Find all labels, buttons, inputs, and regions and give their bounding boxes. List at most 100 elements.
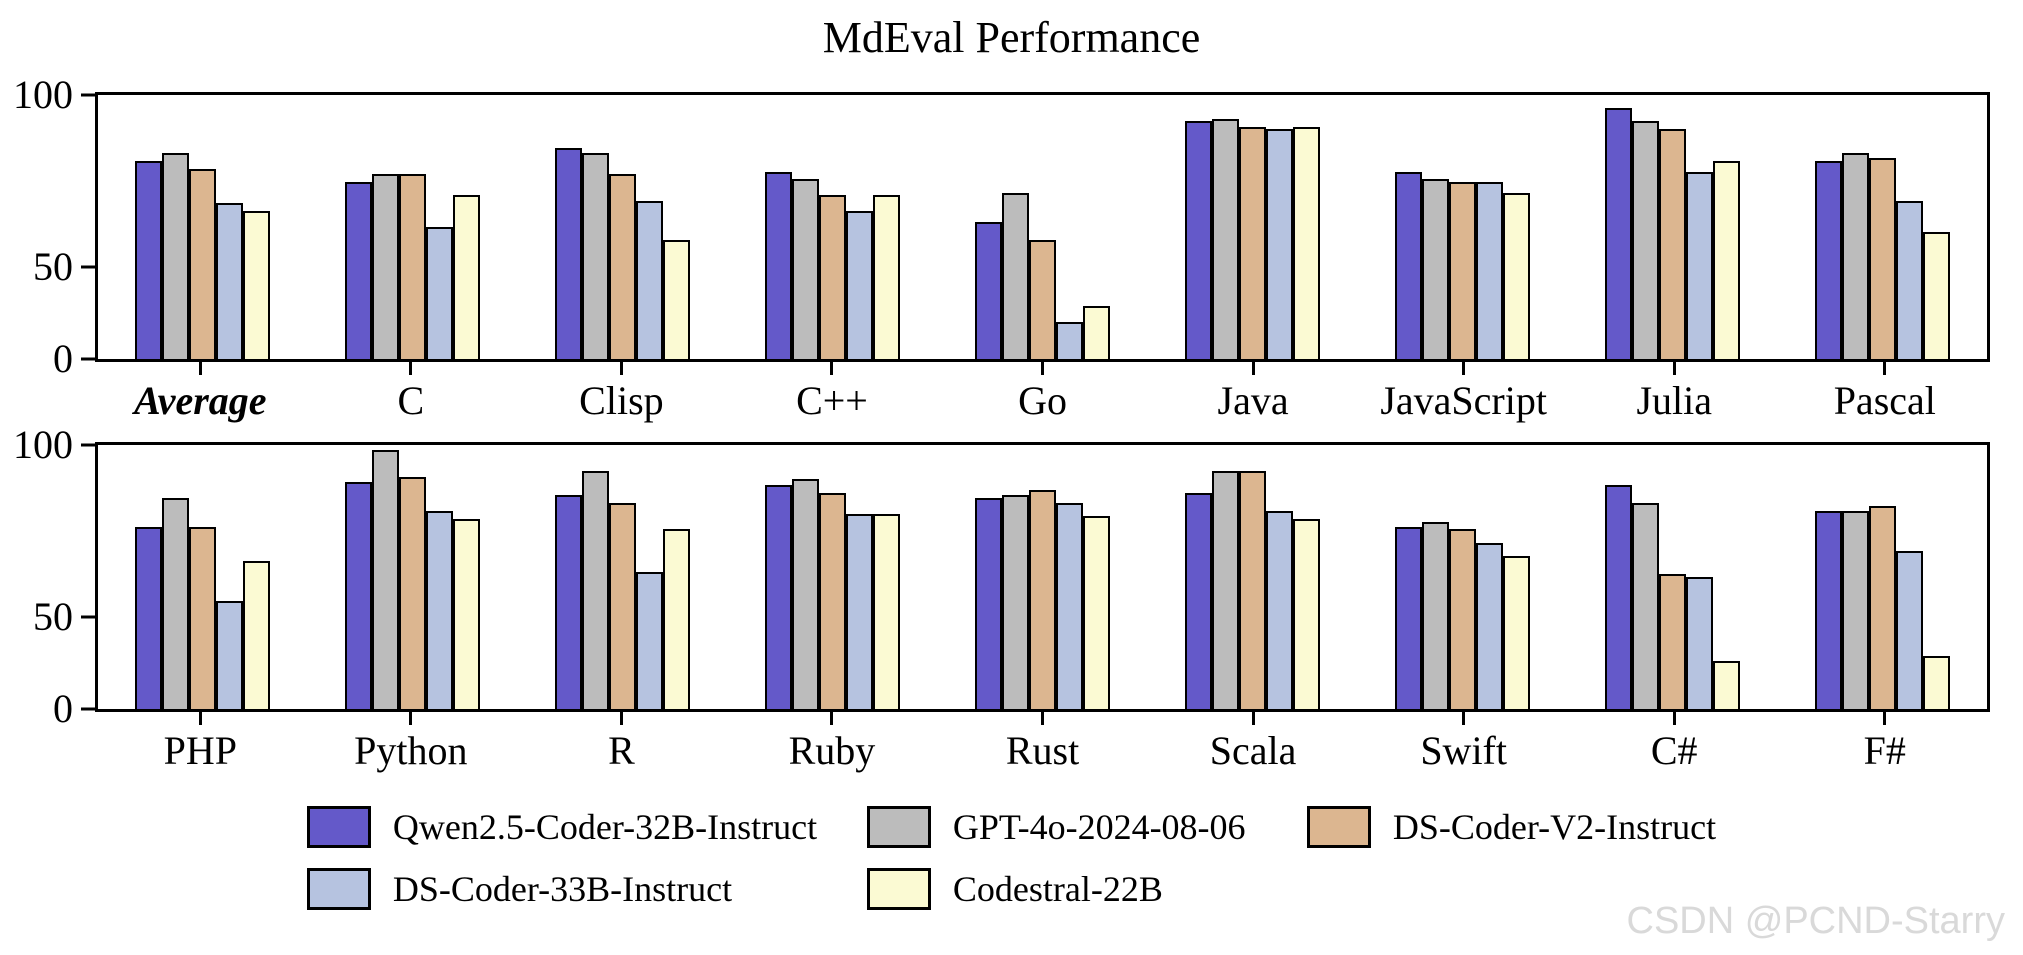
legend-label-codestral-22b: Codestral-22B [952,869,1163,909]
legend-label-qwen2-5-coder-32b-instruct: Qwen2.5-Coder-32B-Instruct [392,807,818,847]
bar-javascript-gpt-4o-2024-08-06 [1421,179,1449,359]
bar-pascal-qwen2-5-coder-32b-instruct [1814,161,1842,359]
bar-c-gpt-4o-2024-08-06 [1631,503,1659,709]
subplot-bottom: 100 50 0 PHP Python R Ruby Rust Scala Swift C# F# [0,425,1990,792]
x-tick-mark [1672,362,1676,375]
x-tick-mark [1251,362,1255,375]
y-tick-label-100: 100 [13,72,73,117]
bar-julia-ds-coder-33b-instruct [1685,171,1713,359]
y-tick-label-100: 100 [13,422,73,467]
x-tick-clisp: Clisp [516,362,727,442]
bar-java-codestral-22b [1292,126,1320,359]
bar-rust-gpt-4o-2024-08-06 [1002,495,1029,709]
bar-rust-ds-coder-v2-instruct [1029,489,1056,709]
x-tick-mark [198,362,202,375]
watermark: CSDN @PCND-Starry [1626,900,2005,942]
y-tick-mark [81,357,95,361]
bar-scala-ds-coder-33b-instruct [1265,511,1293,709]
bar-go-gpt-4o-2024-08-06 [1002,192,1029,359]
bar-ruby-ds-coder-v2-instruct [819,492,847,709]
y-tick-mark [81,707,95,711]
legend-item-ds-coder-v2-instruct: DS-Coder-V2-Instruct [1306,806,1717,848]
x-tick-python: Python [306,712,517,792]
bar-c-qwen2-5-coder-32b-instruct [345,182,373,359]
bar-f-codestral-22b [1922,656,1950,709]
x-tick-label-javascript: JavaScript [1380,378,1547,423]
bar-pascal-codestral-22b [1922,232,1950,359]
x-tick-label-f: F# [1863,728,1906,773]
bar-average-ds-coder-v2-instruct [189,168,217,359]
bar-c-ds-coder-v2-instruct [399,174,427,359]
y-tick-label-50: 50 [33,594,73,639]
bar-c-ds-coder-v2-instruct [819,195,847,359]
x-tick-r: R [516,712,727,792]
bar-swift-ds-coder-v2-instruct [1448,529,1476,709]
bar-clisp-codestral-22b [663,240,691,359]
x-tick-label-average: Average [134,378,267,423]
bar-php-ds-coder-33b-instruct [216,600,244,709]
bar-javascript-codestral-22b [1502,192,1530,359]
bar-python-ds-coder-33b-instruct [426,511,454,709]
legend-label-ds-coder-v2-instruct: DS-Coder-V2-Instruct [1392,807,1717,847]
x-tick-label-java: Java [1217,378,1289,423]
x-tick-label-c: C [397,378,425,423]
bar-group-go [938,95,1148,359]
x-tick-mark [409,712,413,725]
x-axis-top: Average C Clisp C++ Go Java JavaScript Julia Pas… [95,362,1990,442]
bar-r-ds-coder-v2-instruct [609,503,637,709]
bar-groups-bottom [98,445,1987,709]
y-tick-label-50: 50 [33,244,73,289]
x-tick-mark [1462,712,1466,725]
bar-php-gpt-4o-2024-08-06 [162,497,190,709]
x-tick-label-scala: Scala [1209,728,1297,773]
x-tick-label-go: Go [1018,378,1067,423]
bar-group-c [1567,445,1777,709]
bar-group-rust [938,445,1148,709]
bar-scala-gpt-4o-2024-08-06 [1211,471,1239,709]
x-tick-mark [409,362,413,375]
x-tick-scala: Scala [1148,712,1359,792]
bar-php-codestral-22b [243,561,271,709]
x-tick-mark [1251,712,1255,725]
x-tick-mark [1883,712,1887,725]
bar-r-ds-coder-33b-instruct [636,571,664,709]
bar-julia-qwen2-5-coder-32b-instruct [1604,108,1632,359]
bar-group-pascal [1777,95,1987,359]
legend-item-gpt-4o-2024-08-06: GPT-4o-2024-08-06 [866,806,1307,848]
bar-scala-codestral-22b [1292,518,1320,709]
bar-javascript-ds-coder-v2-instruct [1448,182,1476,359]
y-tick-mark [81,443,95,447]
y-tick-label-0: 0 [53,686,73,731]
x-tick-ruby: Ruby [727,712,938,792]
bar-average-qwen2-5-coder-32b-instruct [135,161,163,359]
x-tick-label-r: R [608,728,635,773]
bar-group-f [1777,445,1987,709]
bar-swift-codestral-22b [1502,555,1530,709]
x-tick-julia: Julia [1569,362,1780,442]
bar-c-qwen2-5-coder-32b-instruct [765,171,793,359]
x-tick-label-julia: Julia [1636,378,1712,423]
x-tick-c: C# [1569,712,1780,792]
bar-c-gpt-4o-2024-08-06 [792,179,820,359]
bar-group-ruby [728,445,938,709]
x-tick-mark [830,362,834,375]
x-tick-label-swift: Swift [1420,728,1507,773]
bar-swift-ds-coder-33b-instruct [1475,542,1503,709]
x-tick-java: Java [1148,362,1359,442]
bar-average-gpt-4o-2024-08-06 [162,153,190,359]
y-axis-top: 100 50 0 [0,75,95,442]
bar-javascript-ds-coder-33b-instruct [1475,182,1503,359]
bar-python-qwen2-5-coder-32b-instruct [345,481,373,709]
bar-ruby-qwen2-5-coder-32b-instruct [765,484,793,709]
bar-java-gpt-4o-2024-08-06 [1211,118,1239,359]
bar-rust-qwen2-5-coder-32b-instruct [975,497,1002,709]
x-tick-label-rust: Rust [1005,728,1080,773]
legend-swatch-ds-coder-33b-instruct [306,868,371,910]
bar-julia-gpt-4o-2024-08-06 [1631,121,1659,359]
bar-ruby-gpt-4o-2024-08-06 [792,479,820,709]
bar-java-ds-coder-33b-instruct [1265,129,1293,359]
bar-java-qwen2-5-coder-32b-instruct [1184,121,1212,359]
bar-group-average [98,95,308,359]
bar-go-ds-coder-v2-instruct [1029,240,1056,359]
bar-scala-qwen2-5-coder-32b-instruct [1184,492,1212,709]
